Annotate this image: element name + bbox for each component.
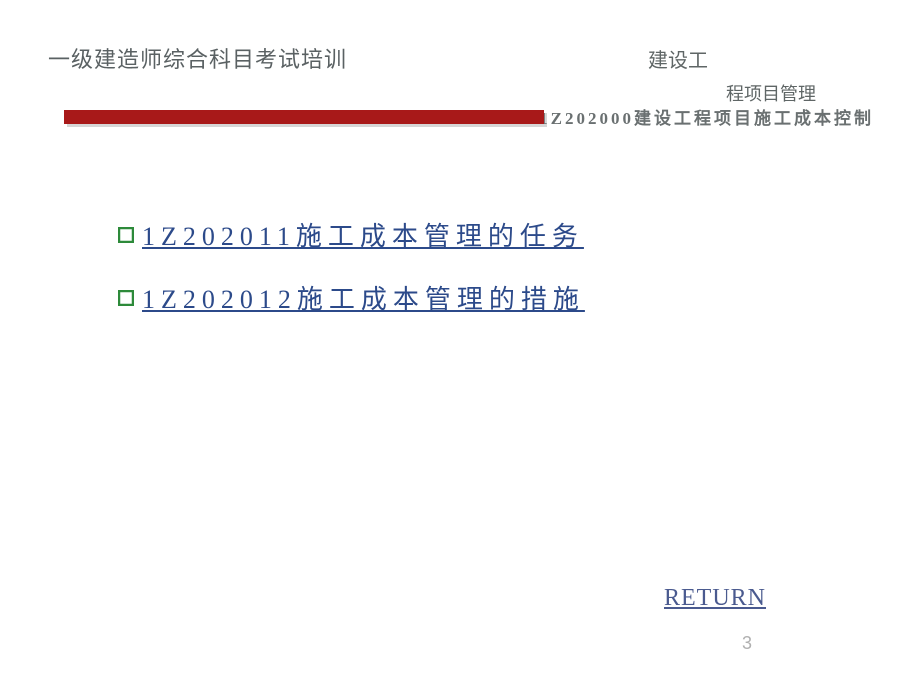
square-bullet-icon: [118, 227, 134, 243]
list-item[interactable]: 1Z202011施工成本管理的任务: [118, 216, 585, 253]
header-right-line1: 建设工: [648, 44, 708, 73]
divider-bar: [64, 110, 544, 126]
list-item[interactable]: 1Z202012施工成本管理的措施: [118, 279, 585, 316]
header-code-line: 1Z202000建设工程项目施工成本控制: [539, 104, 874, 129]
header-right-line2: 程项目管理: [726, 80, 816, 106]
square-bullet-icon: [118, 290, 134, 306]
bar-main: [64, 110, 544, 124]
content-list: 1Z202011施工成本管理的任务 1Z202012施工成本管理的措施: [118, 216, 585, 342]
slide-header: 一级建造师综合科目考试培训 建设工 程项目管理 1Z202000建设工程项目施工…: [0, 0, 920, 42]
list-item-text: 1Z202012施工成本管理的措施: [142, 279, 585, 316]
return-link[interactable]: RETURN: [664, 585, 766, 612]
list-item-text: 1Z202011施工成本管理的任务: [142, 216, 584, 253]
page-number: 3: [742, 633, 752, 654]
header-left-title: 一级建造师综合科目考试培训: [48, 42, 347, 74]
